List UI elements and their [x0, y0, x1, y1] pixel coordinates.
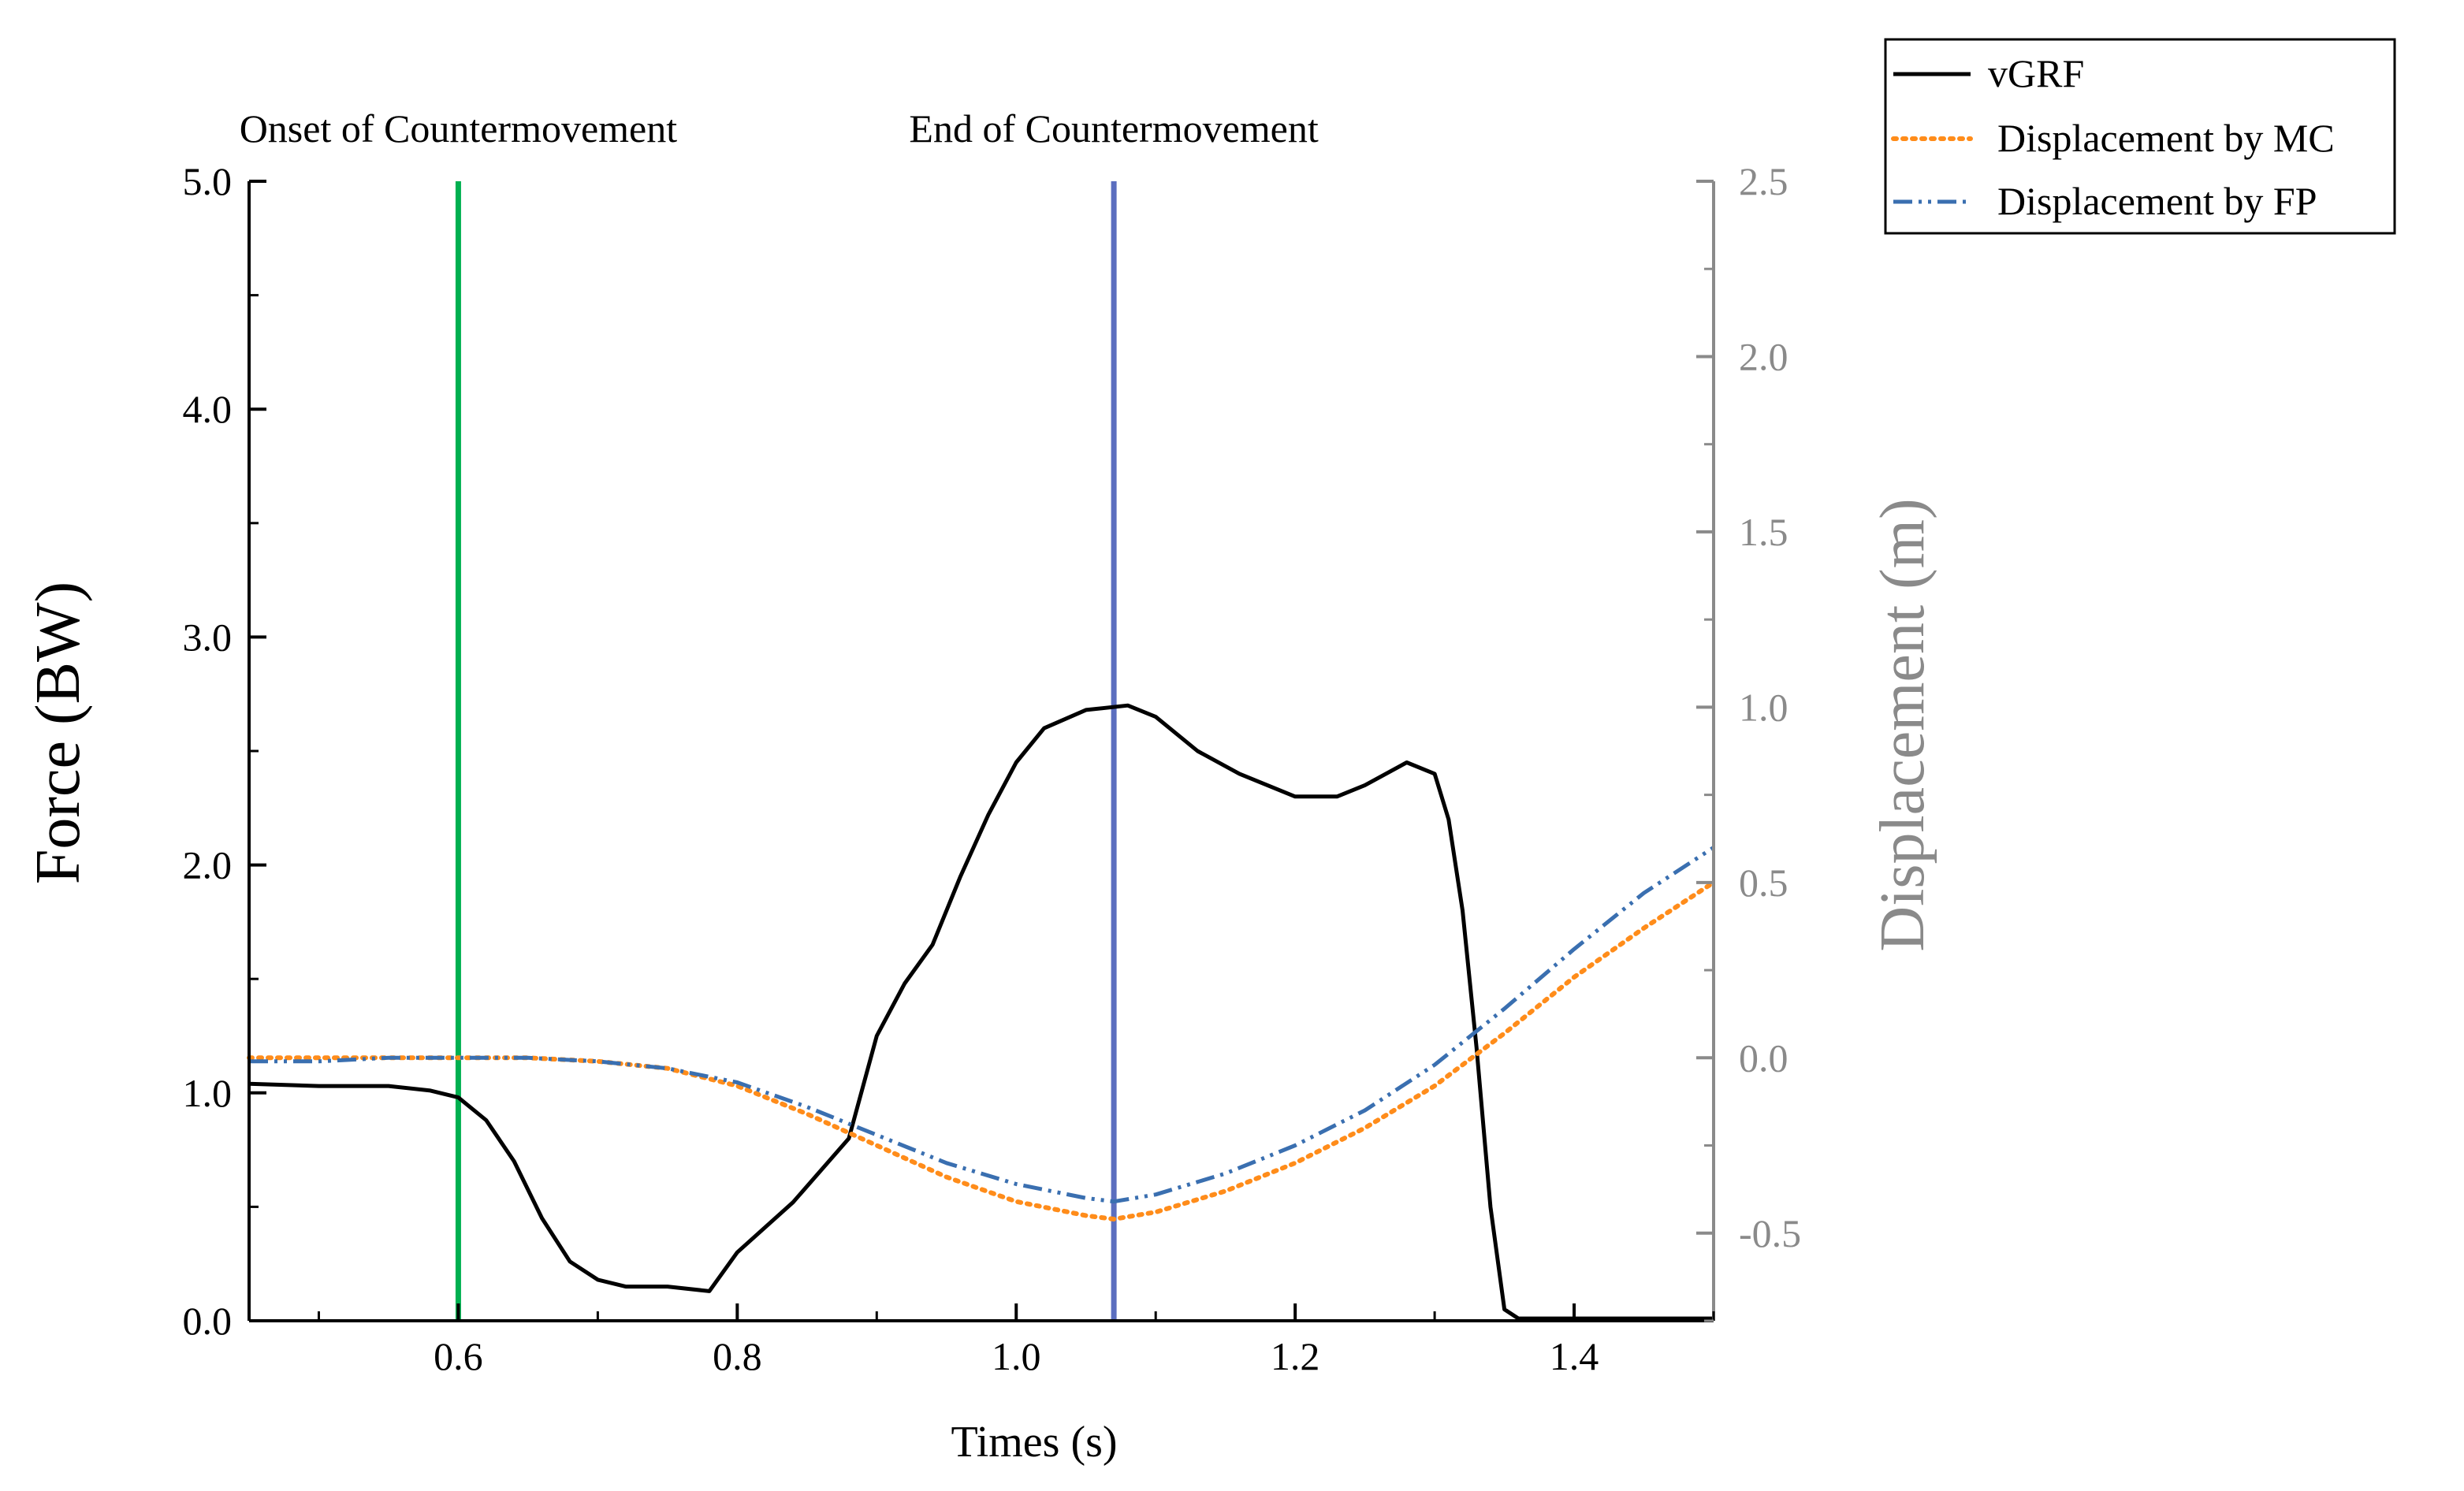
y-left-tick-label: 3.0	[183, 615, 233, 659]
x-axis-title: Times (s)	[951, 1418, 1117, 1467]
y-left-tick-label: 5.0	[183, 159, 233, 203]
legend-label-vgrf: vGRF	[1988, 51, 2084, 95]
y-axis-left-title: Force (BW)	[24, 582, 93, 884]
x-tick-label: 1.0	[992, 1334, 1041, 1378]
x-tick-label: 0.8	[713, 1334, 762, 1378]
legend-label-fp: Displacement by FP	[1997, 179, 2317, 223]
y-right-tick-label: 0.5	[1739, 861, 1788, 905]
y-left-tick-label: 4.0	[183, 387, 233, 431]
series-line-displacement-by-mc	[247, 879, 1716, 1221]
y-left-tick-label: 1.0	[183, 1071, 233, 1115]
legend: vGRF Displacement by MC Displacement by …	[1884, 38, 2396, 235]
y-right-tick-label: 0.0	[1739, 1036, 1788, 1080]
series-line-displacement-by-fp	[249, 846, 1715, 1204]
annotation-label: End of Countermovement	[909, 106, 1318, 151]
x-tick-label: 0.6	[434, 1334, 483, 1378]
annotation-layer: Onset of Countermovement End of Countermo…	[240, 106, 1319, 1321]
y-right-tick-label: 2.0	[1739, 334, 1788, 378]
x-tick-label: 1.4	[1550, 1334, 1599, 1378]
y-right-tick-label: -0.5	[1739, 1211, 1801, 1255]
y-right-tick-label: 1.5	[1739, 510, 1788, 554]
y-left-tick-label: 2.0	[183, 843, 233, 887]
annotation-label: Onset of Countermovement	[240, 106, 678, 151]
y-right-tick-label: 1.0	[1739, 685, 1788, 729]
y-axis-right-title: Displacement (m)	[1868, 498, 1937, 951]
series-layer	[247, 703, 1716, 1321]
x-tick-label: 1.2	[1271, 1334, 1320, 1378]
y-right-tick-label: 2.5	[1739, 159, 1788, 203]
axes-layer: 0.6 0.8 1.0 1.2 1.4 0.0 1.0 2.0 3.0 4.0 5.0 -0.5 0.0…	[183, 159, 1802, 1378]
legend-label-mc: Displacement by MC	[1997, 116, 2335, 160]
series-line-vgrf	[248, 703, 1714, 1321]
y-left-tick-label: 0.0	[183, 1299, 233, 1343]
